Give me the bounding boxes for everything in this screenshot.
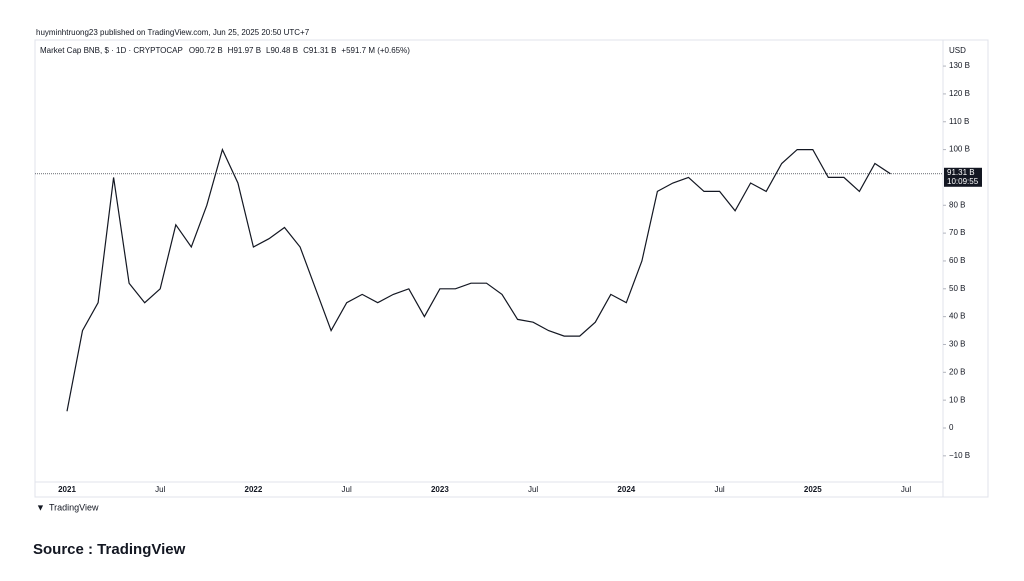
- y-tick-label: 70 B: [949, 228, 965, 237]
- y-tick-label: 0: [949, 423, 954, 432]
- last-value-box: [944, 167, 982, 187]
- chart-frame: [34, 39, 989, 498]
- x-tick-label: Jul: [714, 485, 724, 494]
- source: Source : TradingView: [33, 541, 186, 558]
- ohlc-value: O90.72 B: [189, 46, 223, 55]
- x-tick-label: 2023: [431, 485, 449, 494]
- x-tick-label: Jul: [528, 485, 538, 494]
- ohlc-value: C91.31 B: [303, 46, 336, 55]
- publisher: huyminhtruong23 published on TradingView…: [36, 28, 310, 37]
- chart-title: Market Cap BNB, $ · 1D · CRYPTOCAP: [40, 46, 183, 55]
- y-tick-label: −10 B: [949, 451, 970, 460]
- y-tick-label: 130 B: [949, 61, 970, 70]
- y-tick-label: 120 B: [949, 89, 970, 98]
- x-tick-label: 2025: [804, 485, 822, 494]
- brand-logo: ▼: [36, 502, 45, 512]
- y-tick-label: 100 B: [949, 145, 970, 154]
- x-tick-label: Jul: [342, 485, 352, 494]
- y-axis-label: USD: [949, 46, 966, 55]
- y-tick-label: 110 B: [949, 117, 969, 126]
- y-tick-label: 50 B: [949, 284, 965, 293]
- brand: TradingView: [49, 502, 99, 512]
- x-tick-label: 2024: [617, 485, 635, 494]
- y-tick-label: 30 B: [949, 340, 965, 349]
- ohlc-value: H91.97 B: [228, 46, 261, 55]
- y-tick-label: 40 B: [949, 312, 965, 321]
- x-tick-label: 2022: [245, 485, 263, 494]
- y-tick-label: 20 B: [949, 367, 965, 376]
- price-line: [66, 147, 891, 412]
- ohlc-value: +591.7 M (+0.65%): [341, 46, 410, 55]
- ohlc-value: L90.48 B: [266, 46, 298, 55]
- x-tick-label: Jul: [901, 485, 911, 494]
- y-tick-label: 80 B: [949, 200, 965, 209]
- x-tick-label: 2021: [58, 485, 76, 494]
- x-tick-label: Jul: [155, 485, 165, 494]
- y-tick-label: 10 B: [949, 395, 965, 404]
- last-value-label: 91.31 B: [947, 168, 975, 177]
- countdown: 10:09:55: [947, 177, 979, 186]
- y-tick-label: 60 B: [949, 256, 965, 265]
